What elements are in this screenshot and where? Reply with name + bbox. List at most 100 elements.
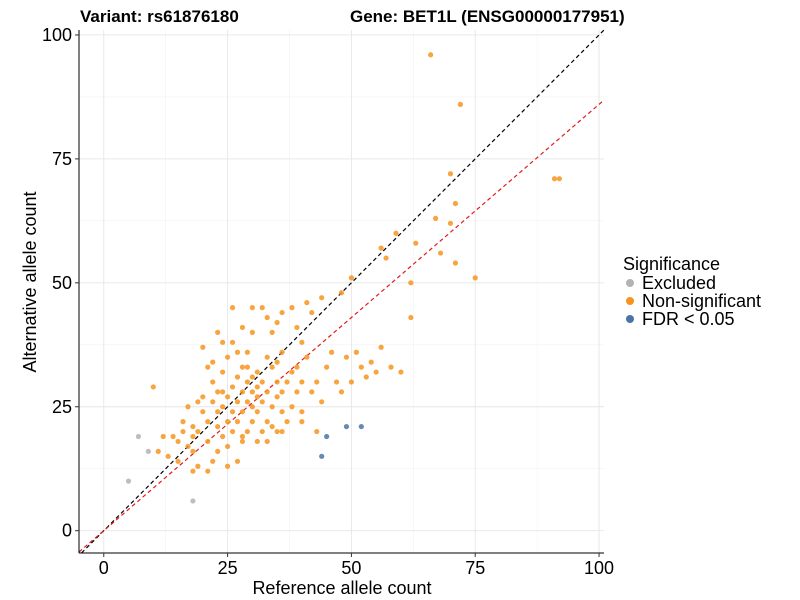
data-point (254, 409, 260, 415)
data-point (264, 314, 270, 321)
data-point (309, 309, 315, 316)
data-point (274, 394, 280, 400)
data-point (215, 329, 221, 335)
data-point (269, 329, 275, 335)
data-point (249, 419, 255, 425)
data-point (324, 364, 330, 370)
data-point (190, 498, 196, 504)
data-point (457, 101, 463, 107)
data-point (279, 409, 285, 415)
data-point (393, 230, 399, 236)
data-point (279, 389, 285, 395)
data-point (220, 339, 226, 345)
data-point (175, 438, 181, 445)
data-point (190, 468, 196, 474)
data-point (264, 419, 270, 425)
data-point (314, 428, 320, 435)
data-point (249, 305, 255, 311)
data-point (408, 280, 414, 286)
data-point (254, 369, 260, 375)
y-tick-label: 75 (52, 149, 72, 169)
data-point (338, 389, 345, 395)
x-tick-label: 50 (341, 558, 361, 578)
data-point (239, 409, 246, 415)
x-tick-label: 100 (584, 558, 614, 578)
data-point (224, 419, 231, 425)
data-point (229, 384, 236, 390)
data-point (378, 245, 384, 251)
data-point (274, 428, 280, 435)
data-point (234, 374, 241, 380)
data-point (205, 468, 211, 474)
data-point (244, 399, 250, 405)
x-ticks: 0 25 50 75 100 (99, 553, 614, 578)
data-point (170, 433, 176, 440)
data-point (259, 399, 265, 405)
data-point (368, 359, 374, 365)
data-point (205, 364, 211, 370)
data-point (234, 349, 241, 355)
data-point (215, 389, 221, 395)
data-point (348, 275, 355, 281)
data-point (155, 448, 161, 454)
data-point (210, 359, 216, 365)
data-point (190, 423, 196, 430)
title-gene: Gene: BET1L (ENSG00000177951) (350, 7, 625, 26)
data-point (185, 404, 191, 410)
data-point (190, 433, 196, 440)
data-point (314, 379, 320, 385)
data-point (319, 453, 325, 459)
data-point (408, 314, 414, 321)
data-point (200, 409, 206, 415)
data-point (224, 394, 231, 400)
data-point (279, 309, 285, 316)
legend-key-excluded (626, 279, 634, 287)
data-point (264, 354, 270, 360)
data-point (234, 458, 241, 464)
data-point (358, 364, 364, 370)
data-point (195, 399, 201, 405)
reference-line-fit (78, 99, 605, 553)
data-point (215, 409, 221, 415)
data-point (210, 379, 216, 385)
data-point (299, 419, 305, 425)
data-point (304, 354, 310, 360)
data-point (239, 433, 246, 440)
y-axis-title: Alternative allele count (20, 191, 40, 372)
data-point (200, 344, 206, 350)
data-point (269, 404, 275, 410)
data-point (284, 379, 290, 385)
legend-key-fdr-0-05 (626, 315, 634, 323)
data-point (249, 329, 255, 335)
data-point (239, 324, 246, 331)
data-point (289, 404, 295, 410)
data-point (239, 364, 246, 370)
data-point (205, 419, 211, 425)
data-point (145, 448, 151, 454)
data-points (125, 52, 563, 504)
x-tick-label: 75 (465, 558, 485, 578)
data-point (452, 200, 459, 207)
data-point (398, 369, 404, 375)
data-point (220, 404, 226, 410)
data-point (378, 344, 384, 350)
data-point (274, 379, 280, 385)
data-point (210, 399, 216, 405)
data-point (388, 364, 394, 370)
data-point (309, 389, 315, 395)
data-point (254, 438, 260, 445)
data-point (279, 428, 285, 435)
grid-lines (79, 30, 604, 553)
data-point (319, 295, 325, 301)
reference-lines (78, 29, 605, 554)
data-point (294, 324, 300, 331)
data-point (343, 354, 350, 360)
data-point (229, 428, 236, 435)
data-point (447, 171, 454, 177)
data-point (338, 290, 345, 296)
data-point (195, 428, 201, 435)
data-point (294, 389, 300, 395)
data-point (180, 428, 186, 435)
legend-key-non-significant (626, 297, 634, 305)
